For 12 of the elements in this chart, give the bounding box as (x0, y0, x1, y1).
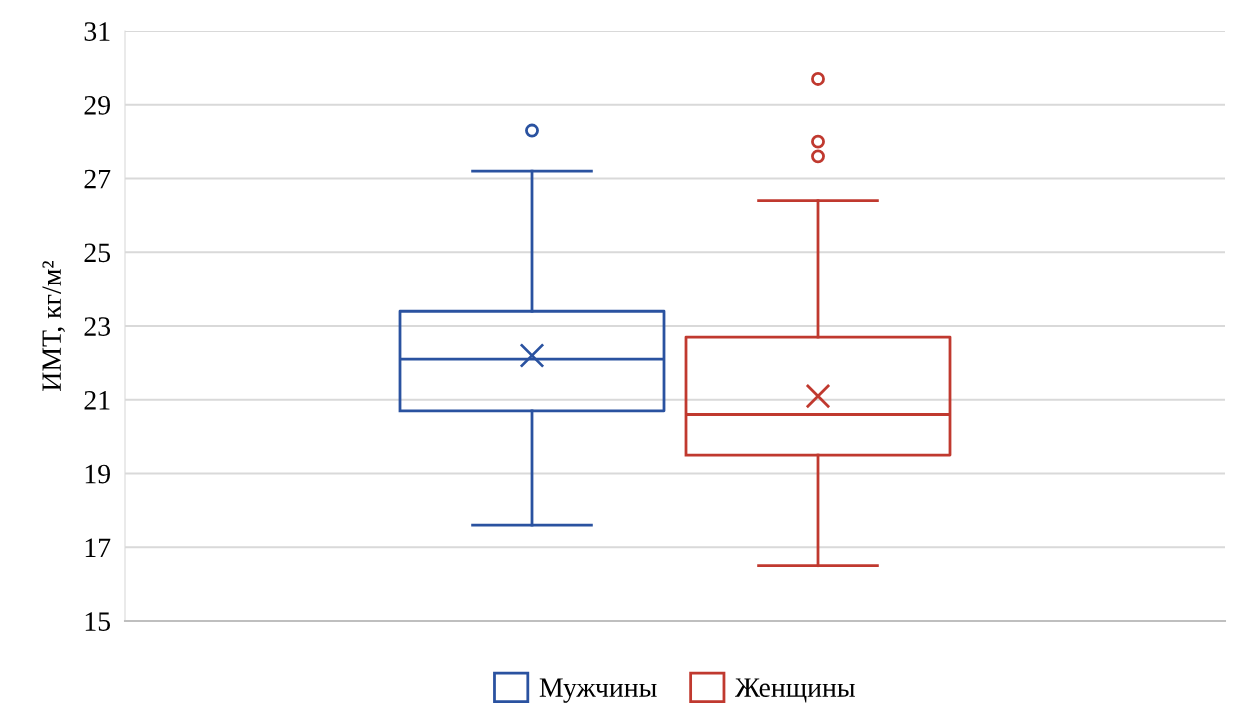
legend-label: Женщины (735, 678, 855, 703)
y-tick-label: 31 (84, 22, 110, 41)
legend-label: Мужчины (539, 678, 657, 703)
y-tick-label: 25 (84, 243, 111, 263)
y-tick-label: 29 (84, 95, 110, 115)
y-tick-label: 19 (85, 464, 110, 484)
y-tick-label: 27 (84, 169, 111, 189)
y-tick-label: 21 (84, 390, 110, 410)
y-tick-label: 23 (84, 317, 111, 336)
y-tick-label: 15 (85, 612, 111, 631)
y-tick-label: 17 (85, 538, 111, 557)
y-axis-title: ИМТ, кг/м² (42, 260, 66, 391)
